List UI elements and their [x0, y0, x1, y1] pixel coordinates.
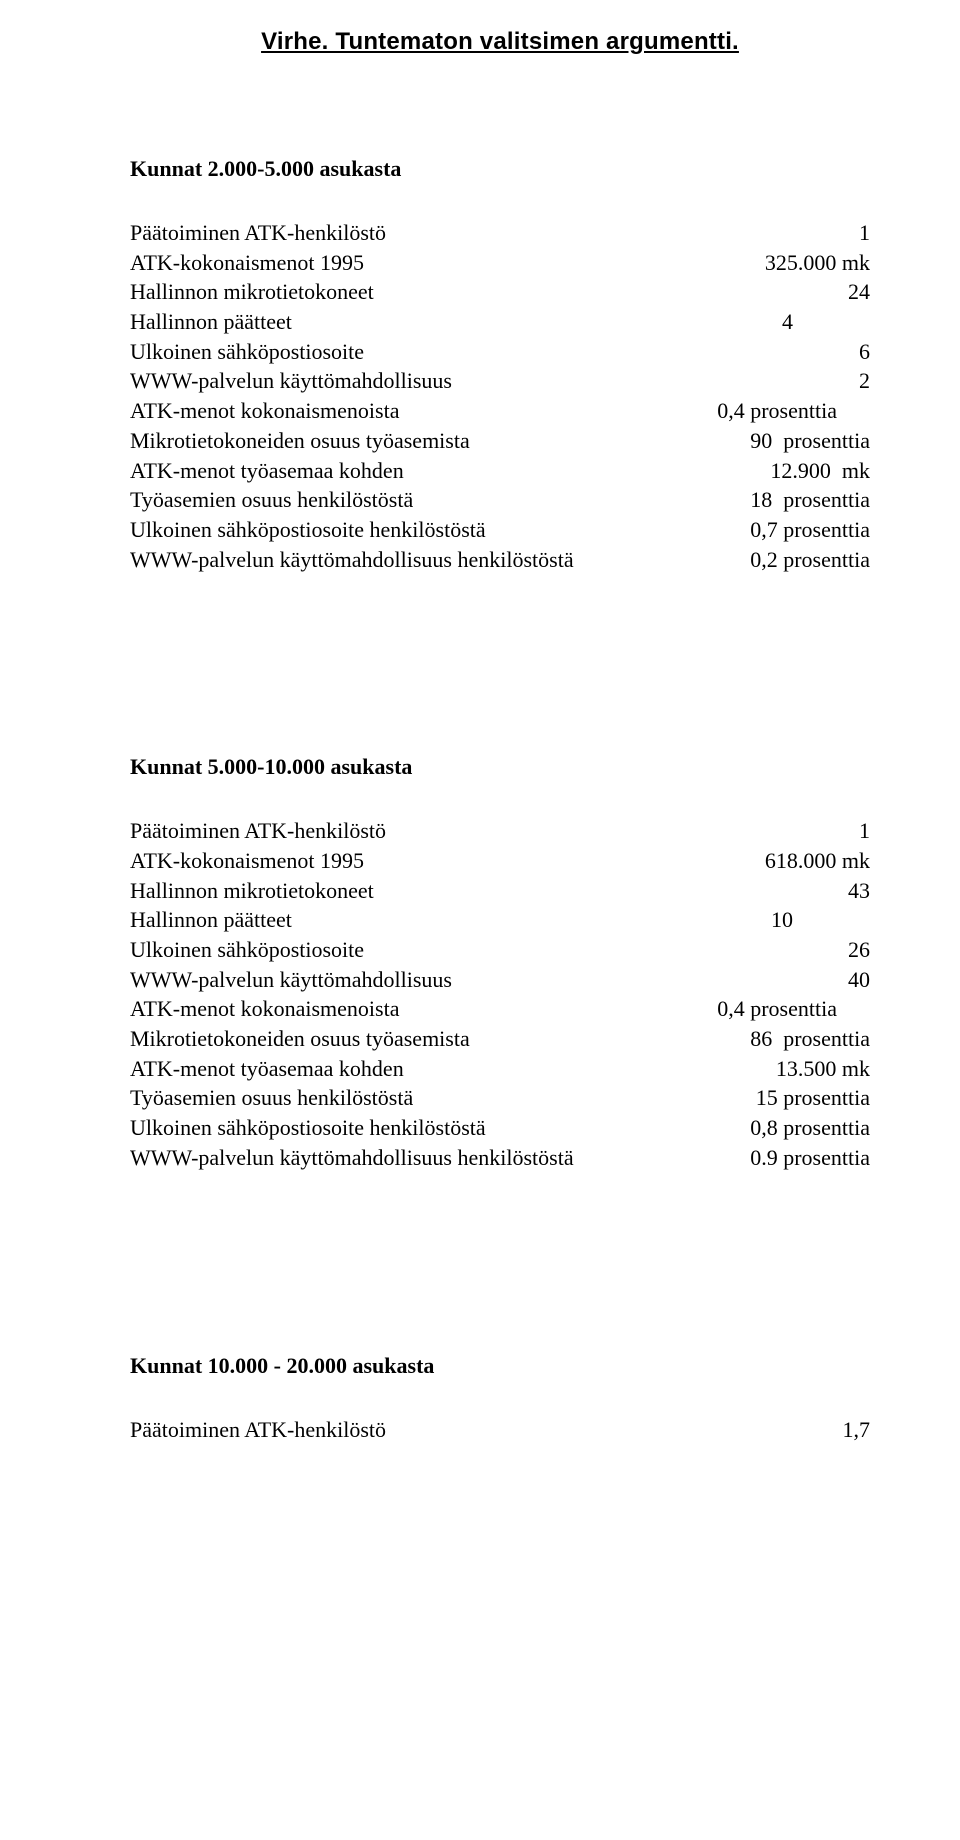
- row-value: 0,7 prosenttia: [750, 515, 870, 545]
- table-row: WWW-palvelun käyttömahdollisuus henkilös…: [130, 1143, 870, 1173]
- table-row: Hallinnon päätteet 10: [130, 905, 870, 935]
- document-page: Virhe. Tuntematon valitsimen argumentti.…: [0, 0, 960, 1840]
- table-row: WWW-palvelun käyttömahdollisuus 2: [130, 366, 870, 396]
- table-row: Päätoiminen ATK-henkilöstö 1: [130, 816, 870, 846]
- table-row: ATK-kokonaismenot 1995 325.000 mk: [130, 248, 870, 278]
- row-value: 18 prosenttia: [750, 485, 870, 515]
- row-value: 13.500 mk: [776, 1054, 870, 1084]
- section-spacer: [130, 574, 870, 754]
- row-label: ATK-menot työasemaa kohden: [130, 1054, 404, 1084]
- table-row: ATK-kokonaismenot 1995 618.000 mk: [130, 846, 870, 876]
- table-row: ATK-menot kokonaismenoista 0,4 prosenttia: [130, 396, 870, 426]
- row-value: 325.000 mk: [765, 248, 870, 278]
- row-value: 15 prosenttia: [756, 1083, 870, 1113]
- table-row: Ulkoinen sähköpostiosoite 26: [130, 935, 870, 965]
- row-value: 0,4 prosenttia: [717, 994, 870, 1024]
- table-row: ATK-menot kokonaismenoista 0,4 prosenttia: [130, 994, 870, 1024]
- section-1-rows: Päätoiminen ATK-henkilöstö 1 ATK-kokonais…: [130, 218, 870, 574]
- section-1-title: Kunnat 2.000-5.000 asukasta: [130, 156, 870, 182]
- row-value: 1,7: [843, 1415, 871, 1445]
- table-row: Päätoiminen ATK-henkilöstö 1: [130, 218, 870, 248]
- table-row: Ulkoinen sähköpostiosoite 6: [130, 337, 870, 367]
- row-label: Päätoiminen ATK-henkilöstö: [130, 816, 386, 846]
- section-2-rows: Päätoiminen ATK-henkilöstö 1 ATK-kokonais…: [130, 816, 870, 1172]
- row-label: ATK-menot kokonaismenoista: [130, 994, 399, 1024]
- row-label: Ulkoinen sähköpostiosoite henkilöstöstä: [130, 515, 486, 545]
- table-row: ATK-menot työasemaa kohden 13.500 mk: [130, 1054, 870, 1084]
- section-3-rows: Päätoiminen ATK-henkilöstö 1,7: [130, 1415, 870, 1445]
- section-3-title: Kunnat 10.000 - 20.000 asukasta: [130, 1353, 870, 1379]
- row-value: 0,2 prosenttia: [750, 545, 870, 575]
- row-label: WWW-palvelun käyttömahdollisuus henkilös…: [130, 545, 574, 575]
- section-1: Kunnat 2.000-5.000 asukasta Päätoiminen …: [130, 156, 870, 574]
- table-row: Hallinnon päätteet 4: [130, 307, 870, 337]
- table-row: Ulkoinen sähköpostiosoite henkilöstöstä 0…: [130, 1113, 870, 1143]
- table-row: Päätoiminen ATK-henkilöstö 1,7: [130, 1415, 870, 1445]
- row-value: 2: [859, 366, 870, 396]
- row-label: Hallinnon päätteet: [130, 307, 292, 337]
- row-value: 86 prosenttia: [750, 1024, 870, 1054]
- table-row: WWW-palvelun käyttömahdollisuus 40: [130, 965, 870, 995]
- table-row: Ulkoinen sähköpostiosoite henkilöstöstä 0…: [130, 515, 870, 545]
- row-value: 10: [771, 905, 870, 935]
- section-2-title: Kunnat 5.000-10.000 asukasta: [130, 754, 870, 780]
- row-label: Hallinnon mikrotietokoneet: [130, 277, 374, 307]
- table-row: Mikrotietokoneiden osuus työasemista 86 p…: [130, 1024, 870, 1054]
- table-row: Hallinnon mikrotietokoneet 24: [130, 277, 870, 307]
- row-value: 618.000 mk: [765, 846, 870, 876]
- row-label: Hallinnon päätteet: [130, 905, 292, 935]
- row-value: 6: [859, 337, 870, 367]
- row-label: ATK-kokonaismenot 1995: [130, 846, 364, 876]
- section-2: Kunnat 5.000-10.000 asukasta Päätoiminen…: [130, 754, 870, 1172]
- row-label: Mikrotietokoneiden osuus työasemista: [130, 1024, 470, 1054]
- row-value: 1: [859, 816, 870, 846]
- row-label: Ulkoinen sähköpostiosoite: [130, 935, 364, 965]
- row-value: 26: [848, 935, 870, 965]
- row-label: Päätoiminen ATK-henkilöstö: [130, 1415, 386, 1445]
- table-row: WWW-palvelun käyttömahdollisuus henkilös…: [130, 545, 870, 575]
- row-label: Päätoiminen ATK-henkilöstö: [130, 218, 386, 248]
- table-row: Mikrotietokoneiden osuus työasemista 90 p…: [130, 426, 870, 456]
- row-label: Hallinnon mikrotietokoneet: [130, 876, 374, 906]
- row-label: Ulkoinen sähköpostiosoite: [130, 337, 364, 367]
- header-error-text: Virhe. Tuntematon valitsimen argumentti.: [130, 28, 870, 56]
- table-row: Työasemien osuus henkilöstöstä 18 prosent…: [130, 485, 870, 515]
- row-value: 43: [848, 876, 870, 906]
- row-label: ATK-kokonaismenot 1995: [130, 248, 364, 278]
- row-value: 40: [848, 965, 870, 995]
- row-value: 90 prosenttia: [750, 426, 870, 456]
- row-value: 0.9 prosenttia: [750, 1143, 870, 1173]
- section-3: Kunnat 10.000 - 20.000 asukasta Päätoimi…: [130, 1353, 870, 1445]
- row-value: 24: [848, 277, 870, 307]
- row-value: 1: [859, 218, 870, 248]
- table-row: ATK-menot työasemaa kohden 12.900 mk: [130, 456, 870, 486]
- row-label: Mikrotietokoneiden osuus työasemista: [130, 426, 470, 456]
- row-label: ATK-menot kokonaismenoista: [130, 396, 399, 426]
- row-label: WWW-palvelun käyttömahdollisuus: [130, 965, 452, 995]
- row-label: Työasemien osuus henkilöstöstä: [130, 485, 413, 515]
- row-label: Ulkoinen sähköpostiosoite henkilöstöstä: [130, 1113, 486, 1143]
- row-label: ATK-menot työasemaa kohden: [130, 456, 404, 486]
- row-value: 4: [782, 307, 870, 337]
- row-value: 0,8 prosenttia: [750, 1113, 870, 1143]
- row-label: Työasemien osuus henkilöstöstä: [130, 1083, 413, 1113]
- row-label: WWW-palvelun käyttömahdollisuus: [130, 366, 452, 396]
- table-row: Työasemien osuus henkilöstöstä 15 prosent…: [130, 1083, 870, 1113]
- row-value: 12.900 mk: [770, 456, 870, 486]
- table-row: Hallinnon mikrotietokoneet 43: [130, 876, 870, 906]
- row-label: WWW-palvelun käyttömahdollisuus henkilös…: [130, 1143, 574, 1173]
- row-value: 0,4 prosenttia: [717, 396, 870, 426]
- section-spacer: [130, 1173, 870, 1353]
